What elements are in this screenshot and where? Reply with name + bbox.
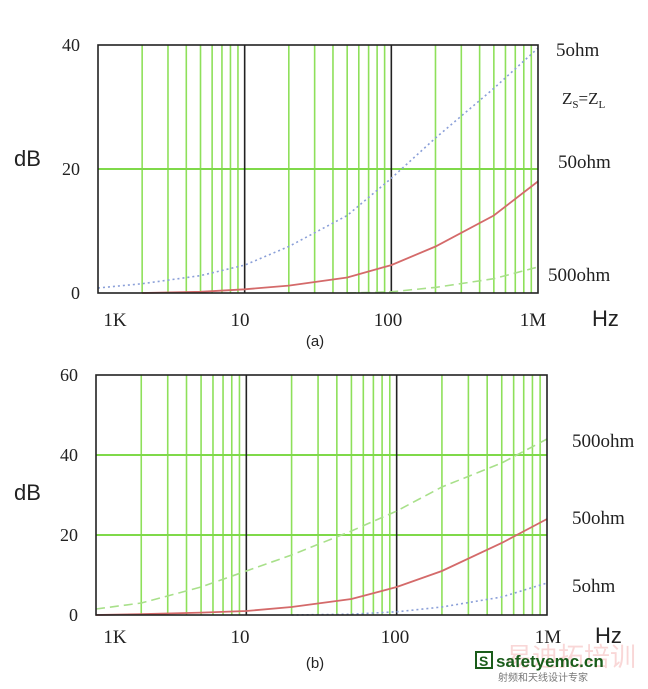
watermark-badge: S — [479, 653, 488, 669]
chart-b-x-tick-label: 1K — [103, 627, 127, 648]
chart-b-frame — [95, 374, 548, 616]
annotation-zs-zl: ZS=ZL — [562, 89, 606, 111]
chart-b-y-tick-label: 40 — [60, 445, 78, 465]
chart-b-y-tick-label: 20 — [60, 525, 78, 545]
chart-b-series-50ohm-line — [95, 518, 548, 616]
watermark-badge-box — [475, 651, 493, 669]
chart-b-series-label-500ohm: 500ohm — [572, 431, 635, 452]
chart-a-series-label-500ohm: 500ohm — [548, 265, 611, 286]
chart-a: 5ohm 50ohm 500ohm 0 20 40 1K 10 100 1M dB Hz (a) — [14, 35, 619, 350]
chart-a-x-tick-label: 100 — [374, 310, 403, 331]
chart-b-x-tick-label: 10 — [231, 627, 250, 648]
chart-b-caption: (b) — [306, 655, 324, 672]
chart-b-series-label-5ohm: 5ohm — [572, 576, 616, 597]
chart-b-y-tick-label: 60 — [60, 365, 78, 385]
chart-b-y-tick-label: 0 — [69, 605, 78, 625]
chart-b-series-label-50ohm: 50ohm — [572, 508, 625, 529]
chart-a-series-50ohm-line — [142, 180, 539, 294]
chart-b-x-tick-label: 1M — [535, 627, 562, 648]
chart-a-series-label-5ohm: 5ohm — [556, 40, 600, 61]
watermark-site: safetyemc.cn — [496, 652, 604, 671]
chart-a-y-tick-label: 0 — [71, 283, 80, 303]
chart-b-x-tick-label: 100 — [381, 627, 410, 648]
chart-a-x-tick-label: 1M — [520, 310, 547, 331]
chart-b-y-axis-label: dB — [14, 480, 41, 505]
chart-b-series-500ohm-line — [95, 438, 548, 610]
chart-a-series-500ohm-line — [347, 266, 539, 294]
chart-b: 500ohm 50ohm 5ohm 0 20 40 60 1K 10 100 1M dB Hz (b) — [14, 365, 635, 672]
chart-a-x-tick-label: 1K — [103, 310, 127, 331]
chart-a-x-axis-label: Hz — [592, 306, 619, 331]
chart-a-y-tick-label: 40 — [62, 35, 80, 55]
chart-a-x-tick-label: 10 — [231, 310, 250, 331]
watermark-tagline: 射频和天线设计专家 — [498, 671, 588, 684]
chart-a-y-axis-label: dB — [14, 146, 41, 171]
chart-a-y-tick-label: 20 — [62, 159, 80, 179]
watermark-overlay: 易迪拓培训 — [506, 643, 636, 673]
chart-b-plot-area — [96, 375, 547, 615]
chart-a-series-label-50ohm: 50ohm — [558, 152, 611, 173]
watermark: 易迪拓培训 S safetyemc.cn 射频和天线设计专家 — [470, 640, 646, 684]
chart-a-frame — [97, 44, 539, 294]
chart-b-x-axis-label: Hz — [595, 623, 622, 648]
chart-a-caption: (a) — [306, 333, 324, 350]
